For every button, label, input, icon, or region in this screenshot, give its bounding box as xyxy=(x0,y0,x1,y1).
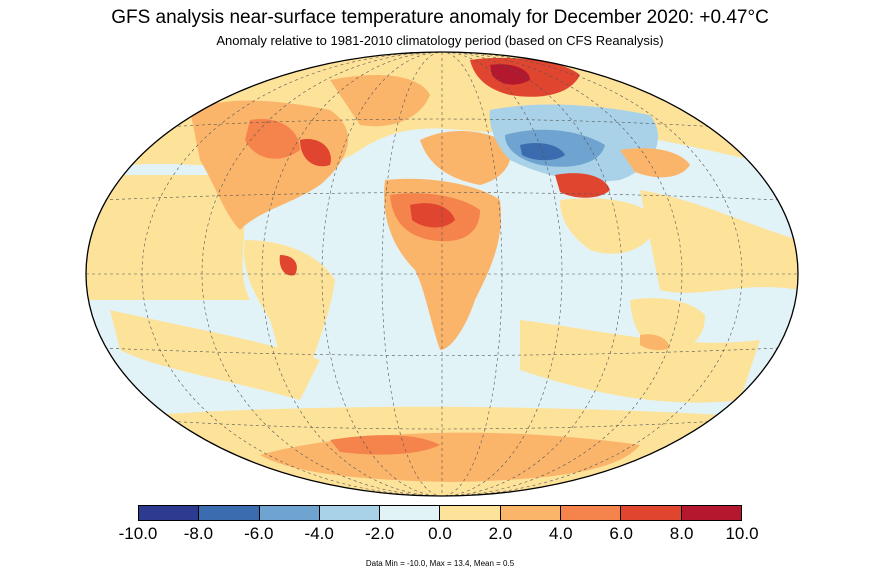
color-scale-tick-label: 2.0 xyxy=(488,524,513,543)
color-bin-0 xyxy=(139,506,200,520)
graticule xyxy=(86,52,798,496)
color-scale-tick-label: -2.0 xyxy=(364,524,395,543)
color-bin-5 xyxy=(440,506,501,520)
color-scale-tick-label: 10.0 xyxy=(725,524,759,543)
color-bin-2 xyxy=(259,506,320,520)
color-scale-tick-label: -6.0 xyxy=(244,524,274,543)
color-scale-tick-label: 4.0 xyxy=(548,524,573,543)
color-scale-tick-label: -8.0 xyxy=(183,524,214,543)
color-scale-bar xyxy=(138,505,742,521)
color-bin-6 xyxy=(500,506,562,520)
color-bin-4 xyxy=(380,506,441,520)
color-scale-tick-label: -4.0 xyxy=(304,524,334,543)
color-scale-tick-label: -10.0 xyxy=(118,524,158,543)
map-title: GFS analysis near-surface temperature an… xyxy=(111,7,769,28)
color-scale-tick-label: 0.0 xyxy=(428,524,452,543)
color-bin-9 xyxy=(681,506,741,520)
color-bin-7 xyxy=(561,506,622,520)
color-bin-8 xyxy=(621,506,682,520)
data-stats: Data Min = -10.0, Max = 13.4, Mean = 0.5 xyxy=(365,559,515,568)
map-subtitle: Anomaly relative to 1981-2010 climatolog… xyxy=(216,33,664,48)
color-scale-tick-label: 6.0 xyxy=(609,524,633,543)
anomaly-map xyxy=(85,51,799,497)
color-bin-3 xyxy=(319,506,381,520)
globe-border xyxy=(85,51,799,497)
color-bin-1 xyxy=(199,506,260,520)
color-scale-tick-label: 8.0 xyxy=(669,524,694,543)
